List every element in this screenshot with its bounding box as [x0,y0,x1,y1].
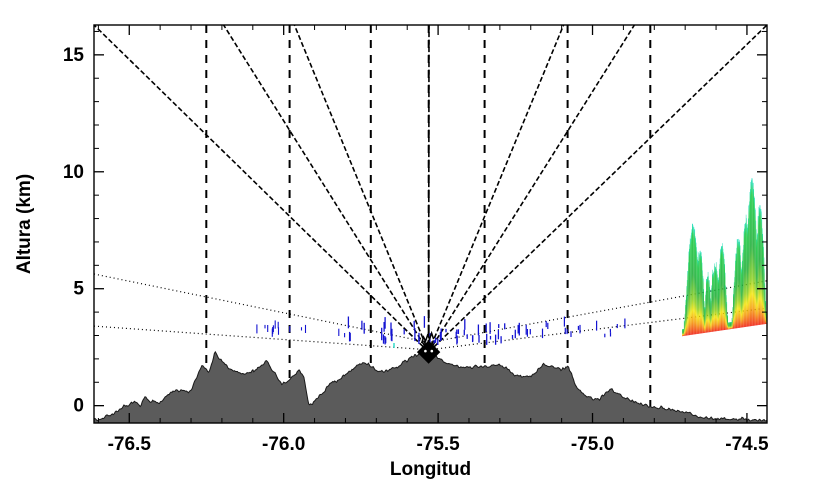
svg-text:15: 15 [63,45,85,66]
svg-text:-76.0: -76.0 [262,434,305,455]
svg-text:-75.5: -75.5 [416,434,460,455]
svg-text:-75.0: -75.0 [571,434,614,455]
svg-text:-76.5: -76.5 [108,434,152,455]
svg-text:10: 10 [63,162,84,183]
svg-text:0: 0 [73,396,84,417]
svg-text:5: 5 [73,279,84,300]
svg-text:Altura (km): Altura (km) [14,174,35,274]
svg-text:Longitud: Longitud [390,459,471,480]
svg-text:-74.5: -74.5 [725,434,769,455]
